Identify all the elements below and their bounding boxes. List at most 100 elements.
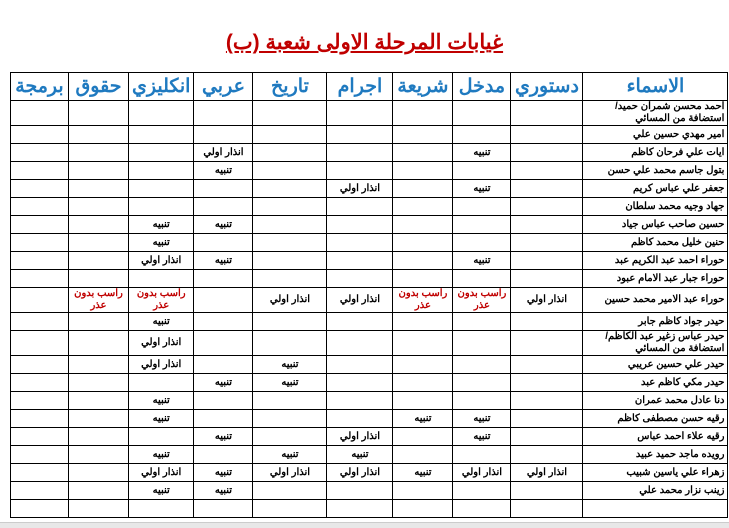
- empty-cell: [193, 499, 254, 518]
- status-cell: [392, 251, 454, 270]
- table-row: حيدر عباس زغير عبد الكاظم/ استضافة من ال…: [10, 330, 729, 356]
- empty-cell: [252, 499, 328, 518]
- status-cell: تنبيه: [452, 143, 512, 162]
- status-cell: [68, 125, 129, 144]
- status-cell: [392, 427, 454, 446]
- status-cell: [68, 143, 129, 162]
- status-cell: [510, 233, 584, 252]
- student-name: حوراء احمد عبد الكريم عبد: [582, 251, 729, 270]
- table-row-partial: [10, 499, 729, 518]
- status-cell: [510, 161, 584, 180]
- status-cell: [392, 445, 454, 464]
- status-cell: [326, 373, 394, 392]
- status-cell: [326, 197, 394, 216]
- status-cell: [252, 125, 328, 144]
- status-cell: [510, 143, 584, 162]
- status-cell: [326, 215, 394, 234]
- status-cell: تنبيه: [326, 445, 394, 464]
- status-cell: [452, 330, 512, 356]
- status-cell: [193, 269, 254, 288]
- column-header-subject: انكليزي: [127, 72, 195, 101]
- status-cell: [392, 233, 454, 252]
- status-cell: [193, 179, 254, 198]
- status-cell: [10, 100, 69, 126]
- status-cell: [510, 445, 584, 464]
- status-cell: [193, 100, 254, 126]
- status-cell: انذار اولي: [510, 463, 584, 482]
- status-cell: [452, 125, 512, 144]
- student-name: بتول جاسم محمد علي حسن: [582, 161, 729, 180]
- status-cell: [10, 463, 69, 482]
- status-cell: [452, 269, 512, 288]
- status-cell: [252, 330, 328, 356]
- status-cell: [510, 312, 584, 331]
- status-cell: [68, 233, 129, 252]
- status-cell: تنبيه: [127, 215, 195, 234]
- table-row: حيدر جواد كاظم جابر تنبيه: [10, 312, 729, 331]
- status-cell: تنبيه: [193, 427, 254, 446]
- status-cell: [452, 481, 512, 500]
- status-cell: [127, 179, 195, 198]
- status-cell: [510, 100, 584, 126]
- status-cell: [10, 427, 69, 446]
- status-cell: [193, 125, 254, 144]
- status-cell: تنبيه: [127, 391, 195, 410]
- status-cell: [10, 481, 69, 500]
- table-row: حسين صاحب عباس جياد تنبيه تنبيه: [10, 215, 729, 234]
- status-cell: [510, 179, 584, 198]
- status-cell: [452, 312, 512, 331]
- status-cell: [252, 143, 328, 162]
- status-cell: [510, 251, 584, 270]
- status-cell: [452, 391, 512, 410]
- student-name: زهراء علي ياسين شبيب: [582, 463, 729, 482]
- status-cell: انذار اولي: [127, 330, 195, 356]
- column-header-subject: شريعة: [392, 72, 454, 101]
- status-cell: [68, 409, 129, 428]
- status-cell: انذار اولي: [452, 463, 512, 482]
- status-cell: [252, 481, 328, 500]
- student-name: دنا عادل محمد عمران: [582, 391, 729, 410]
- status-cell: [326, 125, 394, 144]
- status-cell: [252, 312, 328, 331]
- status-cell: [392, 197, 454, 216]
- student-name: رقيه علاء احمد عباس: [582, 427, 729, 446]
- column-header-subject: مدخل: [452, 72, 512, 101]
- status-cell: راسب بدون عذر: [452, 287, 512, 313]
- status-cell: [10, 125, 69, 144]
- student-name: امير مهدي حسين علي: [582, 125, 729, 144]
- status-cell: [392, 312, 454, 331]
- column-header-subject: عربي: [193, 72, 254, 101]
- column-header-names: الاسماء: [582, 72, 729, 101]
- status-cell: تنبيه: [193, 463, 254, 482]
- student-name: جعفر علي عباس كريم: [582, 179, 729, 198]
- empty-cell: [326, 499, 394, 518]
- status-cell: تنبيه: [127, 481, 195, 500]
- status-cell: [452, 215, 512, 234]
- title-text: غيابات المرحلة الاولى شعبة (ب): [225, 31, 504, 54]
- horizontal-scrollbar[interactable]: [0, 522, 729, 528]
- table-row: زهراء علي ياسين شبيب انذار اولي انذار اولي…: [10, 463, 729, 482]
- status-cell: تنبيه: [392, 463, 454, 482]
- status-cell: [510, 391, 584, 410]
- status-cell: [10, 179, 69, 198]
- status-cell: [326, 330, 394, 356]
- status-cell: تنبيه: [127, 312, 195, 331]
- student-name: حنين خليل محمد كاظم: [582, 233, 729, 252]
- table-row: رقيه علاء احمد عباس تنبيه انذار اولي تنبيه: [10, 427, 729, 446]
- status-cell: [193, 391, 254, 410]
- status-cell: تنبيه: [452, 251, 512, 270]
- status-cell: [68, 463, 129, 482]
- status-cell: راسب بدون عذر: [127, 287, 195, 313]
- status-cell: [252, 269, 328, 288]
- student-name: احمد محسن شمران حميد/ استضافة من المسائي: [582, 100, 729, 126]
- status-cell: [392, 391, 454, 410]
- status-cell: [326, 409, 394, 428]
- status-cell: [326, 233, 394, 252]
- status-cell: [452, 355, 512, 374]
- status-cell: انذار اولي: [326, 463, 394, 482]
- column-header-subject: حقوق: [68, 72, 129, 101]
- status-cell: [68, 445, 129, 464]
- status-cell: [193, 197, 254, 216]
- empty-cell: [582, 499, 729, 518]
- status-cell: تنبيه: [252, 355, 328, 374]
